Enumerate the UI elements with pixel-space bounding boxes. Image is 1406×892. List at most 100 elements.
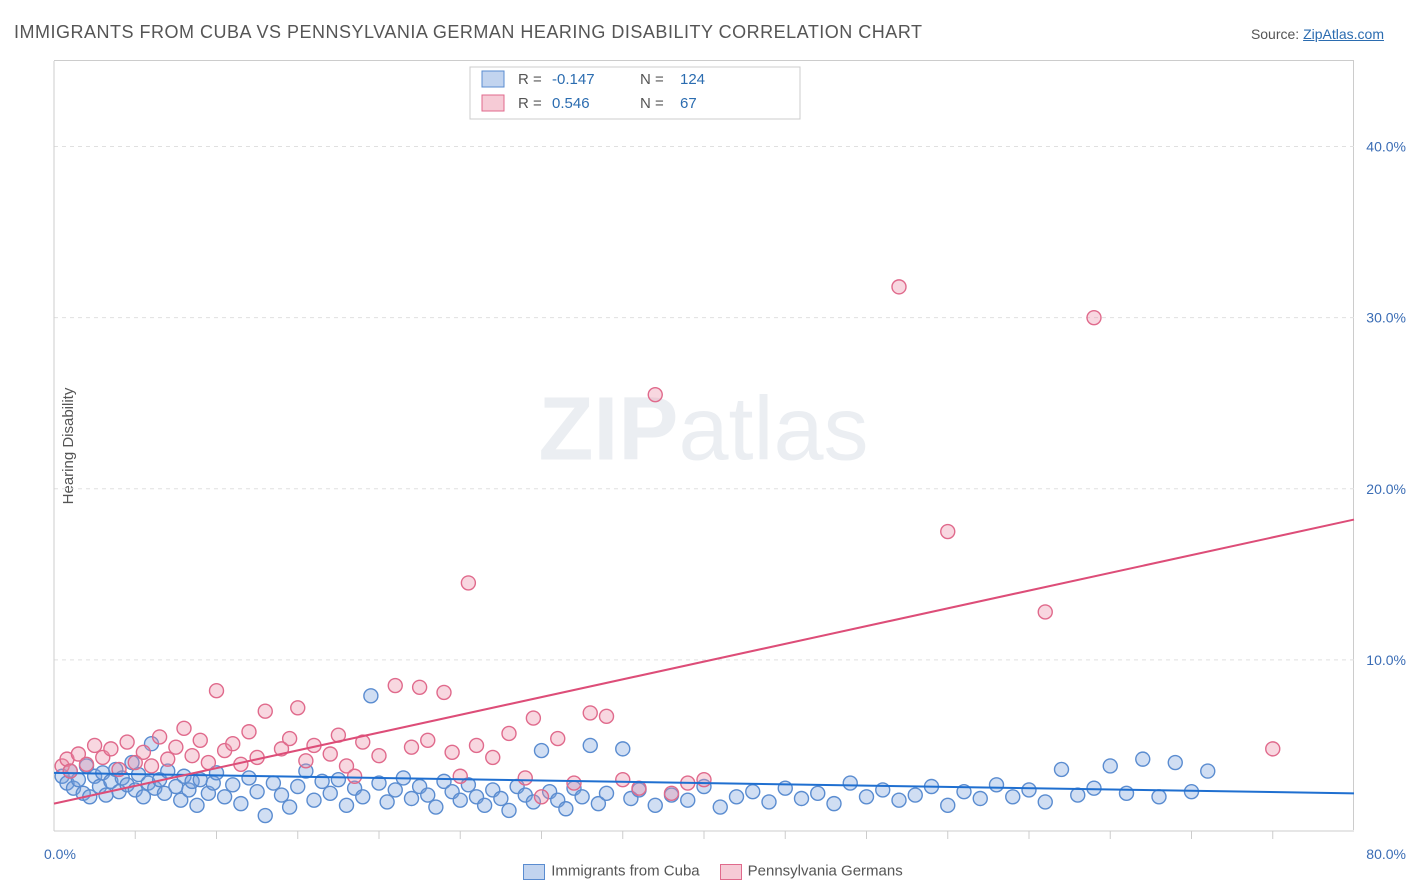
svg-text:N =: N =: [640, 95, 664, 112]
scatter-point: [1168, 756, 1182, 770]
bottom-legend: Immigrants from CubaPennsylvania Germans: [0, 862, 1406, 880]
legend-label: Immigrants from Cuba: [551, 863, 699, 880]
svg-text:30.0%: 30.0%: [1366, 310, 1406, 326]
scatter-point: [226, 737, 240, 751]
scatter-point: [697, 773, 711, 787]
scatter-point: [185, 749, 199, 763]
scatter-point: [283, 800, 297, 814]
scatter-point: [258, 809, 272, 823]
scatter-point: [486, 750, 500, 764]
svg-text:N =: N =: [640, 71, 664, 88]
scatter-point: [275, 788, 289, 802]
scatter-point: [494, 791, 508, 805]
scatter-point: [502, 726, 516, 740]
scatter-point: [575, 790, 589, 804]
scatter-point: [583, 706, 597, 720]
source-label: Source:: [1251, 26, 1303, 42]
chart-plot-area: ZIPatlas 10.0%20.0%30.0%40.0%0.0%80.0%R …: [54, 60, 1354, 830]
scatter-point: [331, 773, 345, 787]
scatter-point: [307, 793, 321, 807]
scatter-point: [600, 786, 614, 800]
scatter-point: [746, 785, 760, 799]
scatter-point: [730, 790, 744, 804]
chart-title: IMMIGRANTS FROM CUBA VS PENNSYLVANIA GER…: [14, 22, 922, 43]
svg-text:R =: R =: [518, 71, 542, 88]
scatter-point: [1120, 786, 1134, 800]
scatter-point: [63, 764, 77, 778]
scatter-point: [201, 756, 215, 770]
scatter-point: [535, 744, 549, 758]
scatter-point: [1152, 790, 1166, 804]
scatter-point: [827, 797, 841, 811]
scatter-point: [941, 798, 955, 812]
scatter-point: [892, 280, 906, 294]
scatter-point: [1006, 790, 1020, 804]
svg-text:20.0%: 20.0%: [1366, 481, 1406, 497]
scatter-point: [453, 793, 467, 807]
scatter-point: [518, 771, 532, 785]
svg-text:40.0%: 40.0%: [1366, 139, 1406, 155]
scatter-point: [892, 793, 906, 807]
scatter-point: [226, 778, 240, 792]
scatter-point: [665, 786, 679, 800]
scatter-point: [1055, 762, 1069, 776]
scatter-point: [169, 740, 183, 754]
scatter-point: [323, 786, 337, 800]
scatter-point: [1038, 605, 1052, 619]
scatter-point: [526, 711, 540, 725]
svg-text:124: 124: [680, 71, 705, 88]
scatter-point: [600, 709, 614, 723]
scatter-point: [372, 749, 386, 763]
scatter-point: [795, 791, 809, 805]
scatter-point: [445, 745, 459, 759]
scatter-point: [242, 771, 256, 785]
scatter-point: [218, 790, 232, 804]
scatter-point: [210, 684, 224, 698]
trend-line: [54, 520, 1354, 804]
scatter-point: [190, 798, 204, 812]
scatter-point: [1201, 764, 1215, 778]
top-legend: R =-0.147N =124R = 0.546N = 67: [470, 67, 800, 119]
scatter-point: [380, 795, 394, 809]
scatter-point: [421, 788, 435, 802]
scatter-point: [461, 576, 475, 590]
scatter-point: [1038, 795, 1052, 809]
scatter-point: [453, 769, 467, 783]
scatter-point: [299, 754, 313, 768]
legend-swatch: [523, 864, 545, 880]
scatter-point: [136, 745, 150, 759]
scatter-point: [990, 778, 1004, 792]
scatter-point: [145, 759, 159, 773]
scatter-point: [364, 689, 378, 703]
scatter-point: [1103, 759, 1117, 773]
scatter-point: [811, 786, 825, 800]
scatter-point: [258, 704, 272, 718]
scatter-point: [616, 773, 630, 787]
scatter-point: [348, 769, 362, 783]
scatter-point: [648, 388, 662, 402]
svg-text:0.0%: 0.0%: [44, 846, 76, 862]
svg-text:80.0%: 80.0%: [1366, 846, 1406, 862]
scatter-point: [470, 738, 484, 752]
scatter-point: [234, 797, 248, 811]
scatter-point: [120, 735, 134, 749]
scatter-point: [559, 802, 573, 816]
svg-text:10.0%: 10.0%: [1366, 652, 1406, 668]
svg-text:0.546: 0.546: [552, 95, 590, 112]
scatter-point: [535, 790, 549, 804]
scatter-point: [762, 795, 776, 809]
scatter-point: [177, 721, 191, 735]
scatter-point: [713, 800, 727, 814]
source-attribution: Source: ZipAtlas.com: [1251, 26, 1384, 42]
scatter-point: [323, 747, 337, 761]
scatter-point: [429, 800, 443, 814]
scatter-point: [153, 730, 167, 744]
scatter-point: [616, 742, 630, 756]
scatter-point: [648, 798, 662, 812]
svg-text:R =: R =: [518, 95, 542, 112]
source-link[interactable]: ZipAtlas.com: [1303, 26, 1384, 42]
scatter-point: [681, 793, 695, 807]
scatter-point: [104, 742, 118, 756]
scatter-point: [242, 725, 256, 739]
scatter-point: [388, 783, 402, 797]
